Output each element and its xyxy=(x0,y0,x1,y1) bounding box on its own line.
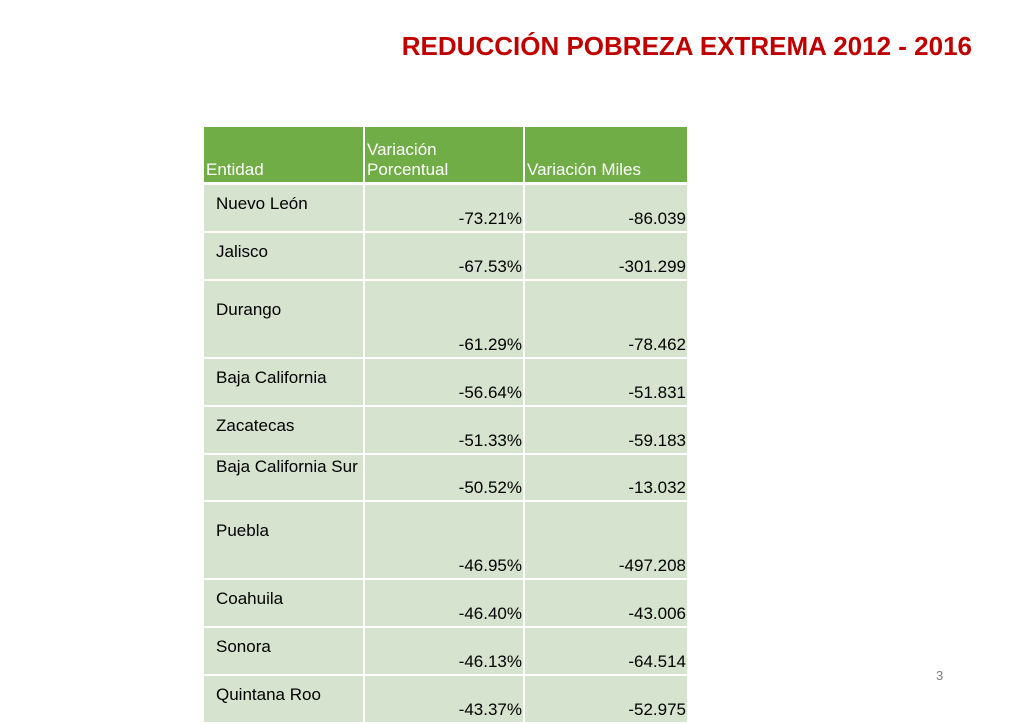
cell-entidad: Baja California xyxy=(204,358,365,407)
cell-entidad: Sonora xyxy=(204,627,365,676)
table-row: Puebla -46.95% -497.208 xyxy=(204,501,687,580)
cell-variacion-miles: -13.032 xyxy=(524,454,687,502)
cell-entidad: Baja California Sur xyxy=(204,454,365,502)
cell-variacion-miles: -86.039 xyxy=(524,183,687,233)
cell-variacion-porcentual: -46.40% xyxy=(364,579,525,628)
cell-variacion-miles: -52.975 xyxy=(524,675,687,724)
cell-variacion-porcentual: -46.95% xyxy=(364,501,525,580)
cell-entidad: Coahuila xyxy=(204,579,365,628)
cell-variacion-miles: -78.462 xyxy=(524,280,687,359)
cell-variacion-miles: -59.183 xyxy=(524,406,687,455)
cell-variacion-porcentual: -43.37% xyxy=(364,675,525,724)
cell-variacion-miles: -301.299 xyxy=(524,232,687,281)
table-row: Quintana Roo -43.37% -52.975 xyxy=(204,675,687,724)
cell-entidad: Zacatecas xyxy=(204,406,365,455)
table-row: Nuevo León -73.21% -86.039 xyxy=(204,183,687,233)
cell-entidad: Nuevo León xyxy=(204,183,365,233)
cell-variacion-porcentual: -67.53% xyxy=(364,232,525,281)
poverty-reduction-table: Entidad Variación Porcentual Variación M… xyxy=(204,127,687,724)
table-header-row: Entidad Variación Porcentual Variación M… xyxy=(204,127,687,184)
cell-variacion-miles: -51.831 xyxy=(524,358,687,407)
cell-variacion-miles: -497.208 xyxy=(524,501,687,580)
cell-variacion-miles: -43.006 xyxy=(524,579,687,628)
cell-variacion-porcentual: -51.33% xyxy=(364,406,525,455)
cell-entidad: Jalisco xyxy=(204,232,365,281)
cell-entidad: Puebla xyxy=(204,501,365,580)
slide-title: REDUCCIÓN POBREZA EXTREMA 2012 - 2016 xyxy=(401,31,972,61)
table-row: Zacatecas -51.33% -59.183 xyxy=(204,406,687,455)
cell-variacion-porcentual: -61.29% xyxy=(364,280,525,359)
column-header-variacion-miles: Variación Miles xyxy=(524,127,687,184)
table-row: Sonora -46.13% -64.514 xyxy=(204,627,687,676)
table-row: Jalisco -67.53% -301.299 xyxy=(204,232,687,281)
column-header-entidad: Entidad xyxy=(204,127,365,184)
column-header-variacion-porcentual: Variación Porcentual xyxy=(364,127,525,184)
cell-variacion-miles: -64.514 xyxy=(524,627,687,676)
cell-entidad: Quintana Roo xyxy=(204,675,365,724)
table-row: Baja California -56.64% -51.831 xyxy=(204,358,687,407)
table-row: Coahuila -46.40% -43.006 xyxy=(204,579,687,628)
table-row: Durango -61.29% -78.462 xyxy=(204,280,687,359)
page-number: 3 xyxy=(936,668,944,683)
cell-variacion-porcentual: -46.13% xyxy=(364,627,525,676)
cell-variacion-porcentual: -73.21% xyxy=(364,183,525,233)
cell-entidad: Durango xyxy=(204,280,365,359)
table-row: Baja California Sur -50.52% -13.032 xyxy=(204,454,687,502)
cell-variacion-porcentual: -56.64% xyxy=(364,358,525,407)
cell-variacion-porcentual: -50.52% xyxy=(364,454,525,502)
